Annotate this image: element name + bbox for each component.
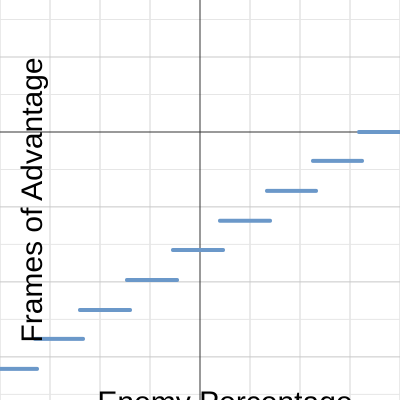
x-axis-title: Enemy Percentage xyxy=(97,386,352,400)
y-axis-title: Frames of Advantage xyxy=(16,57,49,342)
marks xyxy=(0,129,400,371)
